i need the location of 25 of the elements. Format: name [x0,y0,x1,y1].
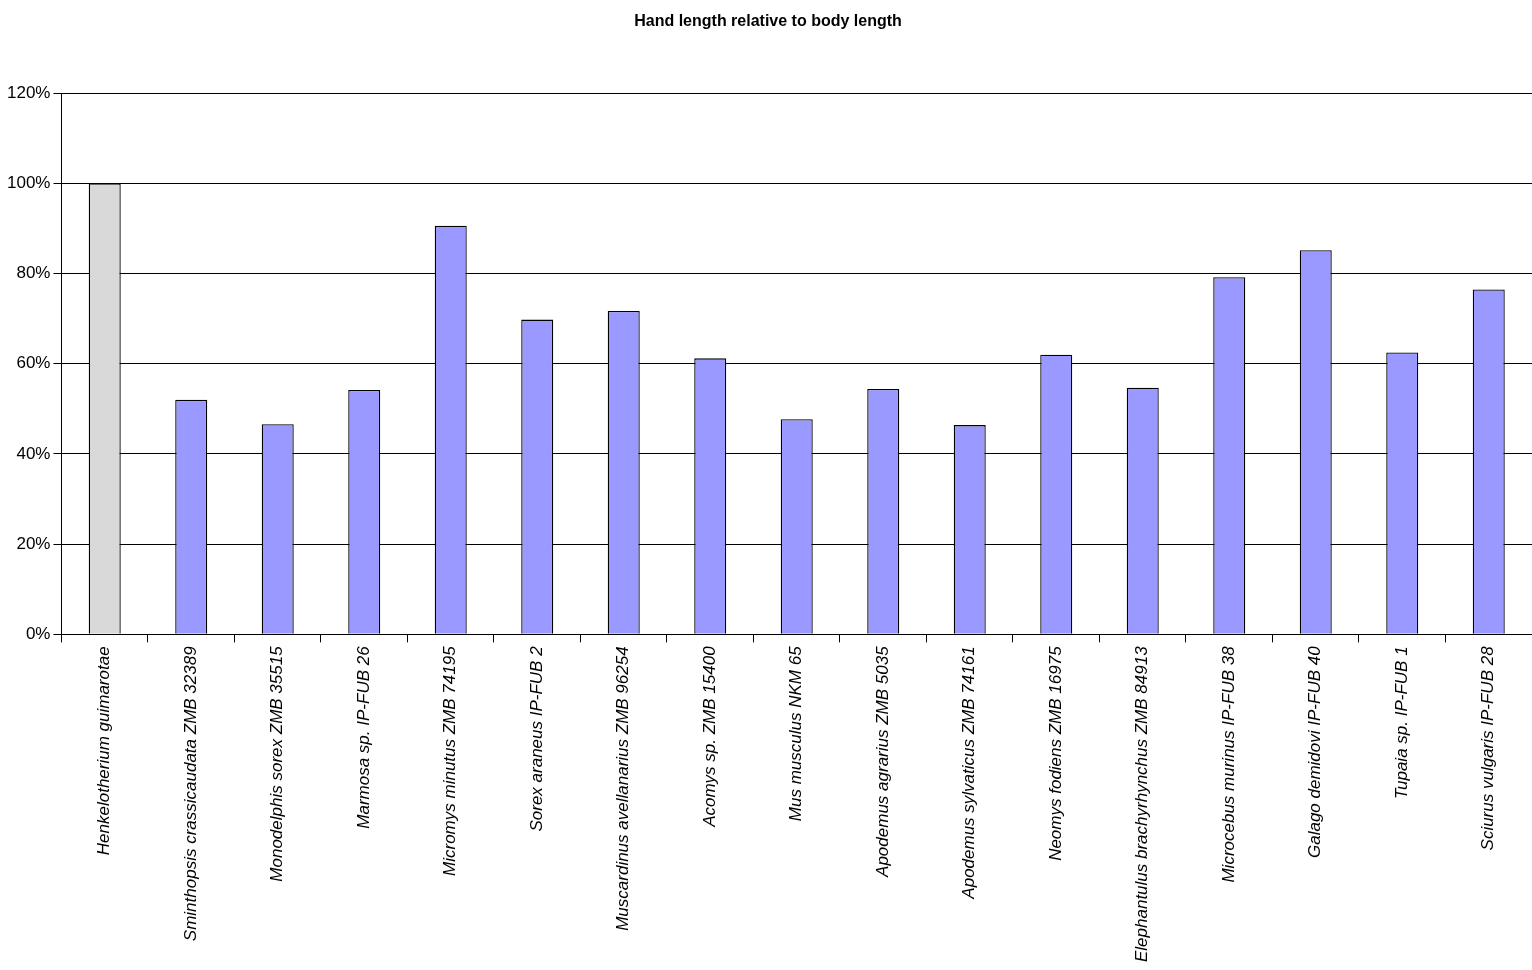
y-tick-label: 120% [7,82,51,102]
chart-title: Hand length relative to body length [634,12,902,30]
x-tick-label: Neomys fodiens ZMB 16975 [1045,645,1065,861]
x-tick-label: Mus musculus NKM 65 [786,645,806,822]
y-tick-label: 80% [16,263,51,283]
x-tick-label: Acomys sp. ZMB 15400 [699,645,719,828]
x-tick-label: Microcebus murinus IP-FUB 38 [1218,645,1238,883]
x-tick-label: Elephantulus brachyrhynchus ZMB 84913 [1132,645,1152,963]
y-tick-label: 60% [16,353,51,373]
x-tick-label: Galago demidovi IP-FUB 40 [1305,645,1325,859]
x-tick-label: Apodemus sylvaticus ZMB 74161 [959,646,979,900]
y-tick-label: 20% [16,533,51,553]
x-tick-label: Apodemus agrarius ZMB 5035 [872,645,892,878]
x-tick-label: Tupaia sp. IP-FUB 1 [1391,646,1411,800]
y-tick-label: 40% [16,443,51,463]
x-tick-label: Sminthopsis crassicaudata ZMB 32389 [180,645,200,942]
x-tick-label: Muscardinus avellanarius ZMB 96254 [613,646,633,931]
x-tick-label: Marmosa sp. IP-FUB 26 [353,645,373,829]
x-tick-label: Sorex araneus IP-FUB 2 [526,645,546,832]
x-tick-label: Micromys minutus ZMB 74195 [440,645,460,876]
y-tick-label: 100% [7,173,51,193]
x-tick-label: Monodelphis sorex ZMB 35515 [267,645,287,882]
y-tick-label: 0% [25,624,51,644]
x-tick-label: Sciurus vulgaris IP-FUB 28 [1478,645,1498,851]
x-tick-label: Henkelotherium guimarotae [94,646,114,856]
